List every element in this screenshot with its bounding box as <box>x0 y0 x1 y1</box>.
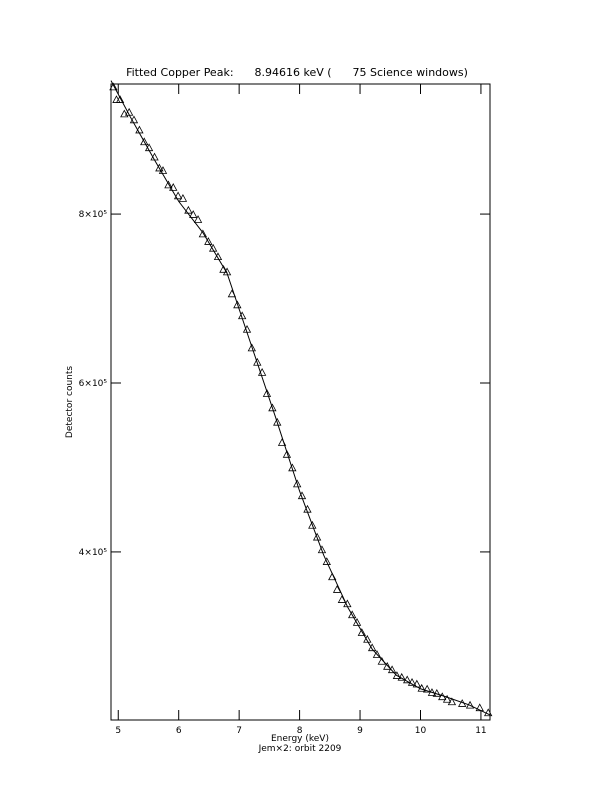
data-point <box>484 708 493 717</box>
data-point <box>377 656 386 665</box>
data-point <box>282 449 292 458</box>
data-point <box>372 650 382 658</box>
footnote: Jem×2: orbit 2209 <box>258 744 342 754</box>
x-tick-label: 9 <box>357 726 363 736</box>
y-tick-label: 6×10⁵ <box>79 379 108 389</box>
data-point <box>273 417 282 426</box>
data-point <box>293 479 302 488</box>
data-point <box>109 82 118 91</box>
data-point <box>140 137 149 146</box>
data-point <box>219 264 228 273</box>
data-point <box>348 610 357 619</box>
data-point <box>204 237 213 245</box>
data-point <box>213 252 223 261</box>
y-tick-label: 8×10⁵ <box>79 210 108 220</box>
x-tick-label: 11 <box>475 726 486 736</box>
data-point <box>442 694 452 703</box>
data-point <box>312 532 322 541</box>
x-axis-label: Energy (keV) <box>271 734 329 744</box>
data-point <box>367 643 377 652</box>
data-point <box>193 215 203 223</box>
data-point <box>268 403 277 412</box>
fit-line <box>110 80 491 716</box>
data-point <box>112 95 121 103</box>
x-tick-label: 8 <box>297 726 303 736</box>
data-point <box>322 557 331 565</box>
data-point <box>357 628 367 636</box>
x-tick-label: 7 <box>236 726 242 736</box>
data-point <box>317 545 327 554</box>
data-point <box>475 703 484 712</box>
data-point <box>407 677 417 686</box>
data-point <box>253 357 262 366</box>
data-point <box>169 183 178 191</box>
data-point <box>173 191 183 200</box>
data-point <box>422 684 432 693</box>
data-point <box>447 697 457 706</box>
data-point <box>233 300 242 309</box>
y-tick-label: 4×10⁵ <box>79 548 108 558</box>
x-tick-label: 10 <box>415 726 427 736</box>
plot-frame <box>110 83 491 721</box>
data-point <box>178 194 188 202</box>
x-tick-label: 5 <box>115 726 121 736</box>
data-point <box>189 210 198 218</box>
data-point <box>363 634 372 643</box>
data-point <box>155 163 164 172</box>
y-axis-label: Detector counts <box>65 366 75 438</box>
data-point <box>222 267 232 276</box>
chart-title: Fitted Copper Peak: 8.94616 keV ( 75 Sci… <box>126 66 468 79</box>
data-point <box>262 389 272 397</box>
data-point <box>208 243 218 252</box>
data-point <box>392 671 402 679</box>
data-point <box>158 166 168 174</box>
data-point <box>164 180 173 189</box>
data-point <box>403 675 412 684</box>
data-point <box>115 95 125 103</box>
data-point <box>352 618 362 626</box>
x-tick-label: 6 <box>176 726 182 736</box>
data-point <box>332 585 342 593</box>
data-point <box>308 520 317 529</box>
data-point <box>247 343 257 352</box>
data-point <box>383 661 392 670</box>
data-point <box>288 463 297 472</box>
data-point <box>198 229 208 238</box>
